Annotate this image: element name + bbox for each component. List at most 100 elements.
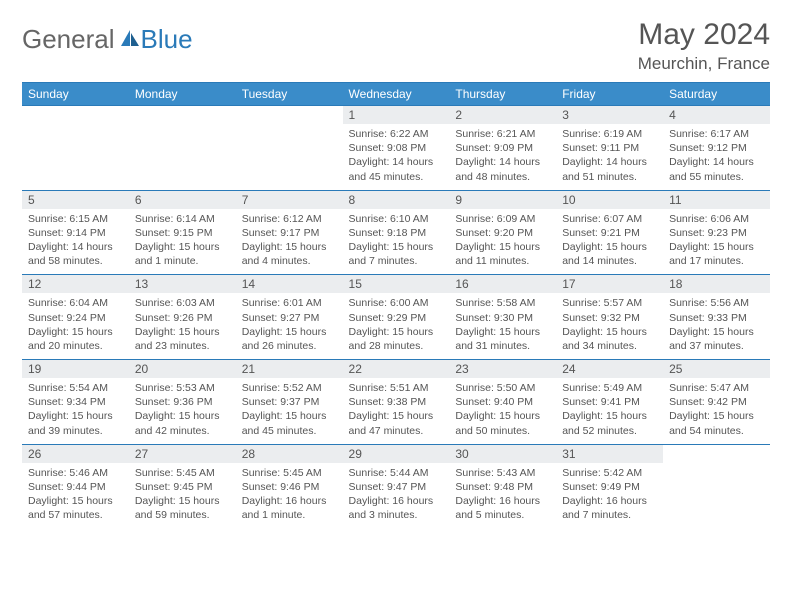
daylight-line: Daylight: 15 hours and 42 minutes.: [135, 409, 230, 437]
day-content-cell: Sunrise: 6:10 AMSunset: 9:18 PMDaylight:…: [343, 209, 450, 275]
daylight-line: Daylight: 15 hours and 45 minutes.: [242, 409, 337, 437]
day-content-cell: Sunrise: 5:49 AMSunset: 9:41 PMDaylight:…: [556, 378, 663, 444]
day-number-cell: 2: [449, 106, 556, 125]
daylight-line: Daylight: 15 hours and 23 minutes.: [135, 325, 230, 353]
day-number-cell: 13: [129, 275, 236, 294]
logo: General Blue: [22, 18, 193, 55]
sunrise-line: Sunrise: 6:04 AM: [28, 296, 123, 310]
day-content-cell: [129, 124, 236, 190]
day-number-cell: 5: [22, 190, 129, 209]
daylight-line: Daylight: 16 hours and 1 minute.: [242, 494, 337, 522]
weekday-header: Tuesday: [236, 83, 343, 106]
day-content-cell: Sunrise: 6:01 AMSunset: 9:27 PMDaylight:…: [236, 293, 343, 359]
day-content-cell: Sunrise: 5:56 AMSunset: 9:33 PMDaylight:…: [663, 293, 770, 359]
sunset-line: Sunset: 9:21 PM: [562, 226, 657, 240]
day-content-cell: Sunrise: 5:45 AMSunset: 9:45 PMDaylight:…: [129, 463, 236, 529]
day-number-cell: [236, 106, 343, 125]
sunset-line: Sunset: 9:17 PM: [242, 226, 337, 240]
sunrise-line: Sunrise: 5:56 AM: [669, 296, 764, 310]
daylight-line: Daylight: 14 hours and 58 minutes.: [28, 240, 123, 268]
daylight-line: Daylight: 15 hours and 54 minutes.: [669, 409, 764, 437]
day-content-cell: Sunrise: 5:58 AMSunset: 9:30 PMDaylight:…: [449, 293, 556, 359]
sunrise-line: Sunrise: 5:44 AM: [349, 466, 444, 480]
sunrise-line: Sunrise: 6:15 AM: [28, 212, 123, 226]
daylight-line: Daylight: 15 hours and 52 minutes.: [562, 409, 657, 437]
day-content-cell: Sunrise: 5:51 AMSunset: 9:38 PMDaylight:…: [343, 378, 450, 444]
sunrise-line: Sunrise: 6:17 AM: [669, 127, 764, 141]
sunrise-line: Sunrise: 6:22 AM: [349, 127, 444, 141]
day-number-cell: 9: [449, 190, 556, 209]
day-number-cell: 14: [236, 275, 343, 294]
daylight-line: Daylight: 15 hours and 14 minutes.: [562, 240, 657, 268]
weekday-header: Saturday: [663, 83, 770, 106]
day-number-cell: [22, 106, 129, 125]
sunset-line: Sunset: 9:27 PM: [242, 311, 337, 325]
sunrise-line: Sunrise: 5:50 AM: [455, 381, 550, 395]
sunset-line: Sunset: 9:44 PM: [28, 480, 123, 494]
day-number-cell: 21: [236, 360, 343, 379]
day-number-cell: [129, 106, 236, 125]
weekday-header: Thursday: [449, 83, 556, 106]
sunset-line: Sunset: 9:37 PM: [242, 395, 337, 409]
sunset-line: Sunset: 9:46 PM: [242, 480, 337, 494]
day-number-cell: 29: [343, 444, 450, 463]
day-number-cell: 28: [236, 444, 343, 463]
day-number-cell: 3: [556, 106, 663, 125]
day-content-cell: Sunrise: 5:53 AMSunset: 9:36 PMDaylight:…: [129, 378, 236, 444]
day-number-row: 567891011: [22, 190, 770, 209]
daylight-line: Daylight: 15 hours and 20 minutes.: [28, 325, 123, 353]
sunset-line: Sunset: 9:40 PM: [455, 395, 550, 409]
sunrise-line: Sunrise: 6:06 AM: [669, 212, 764, 226]
day-content-cell: Sunrise: 5:52 AMSunset: 9:37 PMDaylight:…: [236, 378, 343, 444]
day-content-cell: Sunrise: 6:12 AMSunset: 9:17 PMDaylight:…: [236, 209, 343, 275]
daylight-line: Daylight: 14 hours and 45 minutes.: [349, 155, 444, 183]
day-number-row: 12131415161718: [22, 275, 770, 294]
daylight-line: Daylight: 16 hours and 7 minutes.: [562, 494, 657, 522]
sunrise-line: Sunrise: 6:07 AM: [562, 212, 657, 226]
daylight-line: Daylight: 15 hours and 50 minutes.: [455, 409, 550, 437]
day-content-row: Sunrise: 6:04 AMSunset: 9:24 PMDaylight:…: [22, 293, 770, 359]
day-content-cell: Sunrise: 5:50 AMSunset: 9:40 PMDaylight:…: [449, 378, 556, 444]
daylight-line: Daylight: 16 hours and 3 minutes.: [349, 494, 444, 522]
daylight-line: Daylight: 14 hours and 51 minutes.: [562, 155, 657, 183]
day-number-cell: 15: [343, 275, 450, 294]
day-content-cell: Sunrise: 6:17 AMSunset: 9:12 PMDaylight:…: [663, 124, 770, 190]
sunset-line: Sunset: 9:30 PM: [455, 311, 550, 325]
month-title: May 2024: [638, 18, 770, 52]
day-number-cell: 27: [129, 444, 236, 463]
day-content-cell: Sunrise: 6:22 AMSunset: 9:08 PMDaylight:…: [343, 124, 450, 190]
day-content-cell: Sunrise: 5:46 AMSunset: 9:44 PMDaylight:…: [22, 463, 129, 529]
day-content-cell: Sunrise: 6:19 AMSunset: 9:11 PMDaylight:…: [556, 124, 663, 190]
sunrise-line: Sunrise: 5:57 AM: [562, 296, 657, 310]
weekday-header: Monday: [129, 83, 236, 106]
sunset-line: Sunset: 9:29 PM: [349, 311, 444, 325]
sunset-line: Sunset: 9:14 PM: [28, 226, 123, 240]
day-number-cell: 31: [556, 444, 663, 463]
day-content-cell: Sunrise: 6:09 AMSunset: 9:20 PMDaylight:…: [449, 209, 556, 275]
day-content-cell: Sunrise: 6:03 AMSunset: 9:26 PMDaylight:…: [129, 293, 236, 359]
sunset-line: Sunset: 9:34 PM: [28, 395, 123, 409]
sunset-line: Sunset: 9:18 PM: [349, 226, 444, 240]
sunrise-line: Sunrise: 5:54 AM: [28, 381, 123, 395]
sunset-line: Sunset: 9:11 PM: [562, 141, 657, 155]
sunset-line: Sunset: 9:49 PM: [562, 480, 657, 494]
day-number-cell: 1: [343, 106, 450, 125]
sunset-line: Sunset: 9:20 PM: [455, 226, 550, 240]
day-number-cell: 19: [22, 360, 129, 379]
sail-icon: [119, 28, 141, 53]
day-number-cell: 22: [343, 360, 450, 379]
daylight-line: Daylight: 14 hours and 48 minutes.: [455, 155, 550, 183]
sunset-line: Sunset: 9:26 PM: [135, 311, 230, 325]
day-content-row: Sunrise: 6:15 AMSunset: 9:14 PMDaylight:…: [22, 209, 770, 275]
sunrise-line: Sunrise: 5:45 AM: [135, 466, 230, 480]
day-content-cell: Sunrise: 5:57 AMSunset: 9:32 PMDaylight:…: [556, 293, 663, 359]
daylight-line: Daylight: 15 hours and 28 minutes.: [349, 325, 444, 353]
sunset-line: Sunset: 9:23 PM: [669, 226, 764, 240]
sunrise-line: Sunrise: 5:43 AM: [455, 466, 550, 480]
daylight-line: Daylight: 15 hours and 39 minutes.: [28, 409, 123, 437]
sunset-line: Sunset: 9:15 PM: [135, 226, 230, 240]
sunrise-line: Sunrise: 6:19 AM: [562, 127, 657, 141]
title-block: May 2024 Meurchin, France: [638, 18, 770, 74]
day-content-cell: [22, 124, 129, 190]
sunset-line: Sunset: 9:45 PM: [135, 480, 230, 494]
